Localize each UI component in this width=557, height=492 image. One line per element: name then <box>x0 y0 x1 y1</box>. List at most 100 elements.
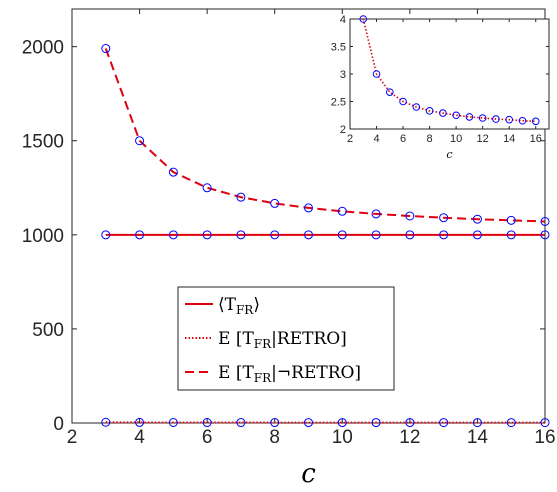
inset-data-point-marker <box>439 109 447 117</box>
inset-y-tick-label: 2 <box>340 124 346 136</box>
legend-entry-subscript: FR <box>254 371 272 385</box>
inset-data-point-marker <box>425 107 434 115</box>
x-tick-label: 16 <box>534 427 555 448</box>
data-point-marker <box>202 418 212 428</box>
y-tick-label: 2000 <box>22 38 64 59</box>
inset-data-point-marker <box>505 115 514 124</box>
inset-x-tick-label: 8 <box>427 133 433 145</box>
data-point-marker <box>506 215 516 225</box>
data-point-marker <box>168 167 178 177</box>
data-point-marker <box>439 230 449 240</box>
inset-x-tick-label: 2 <box>347 133 353 145</box>
x-tick-label: 8 <box>269 427 280 448</box>
inset-data-point-marker <box>518 116 527 125</box>
data-point-marker <box>540 418 550 428</box>
inset-y-tick-label: 3 <box>340 69 346 81</box>
data-point-marker <box>337 418 347 428</box>
data-point-marker <box>405 418 415 428</box>
data-point-marker <box>304 203 313 213</box>
data-point-marker <box>202 183 212 193</box>
x-tick-label: 10 <box>332 427 353 448</box>
data-point-marker <box>270 418 280 428</box>
data-point-marker <box>472 230 482 240</box>
data-point-marker <box>540 216 550 226</box>
data-point-marker <box>236 418 246 428</box>
data-point-marker <box>472 214 482 224</box>
legend-entry-main: E [T <box>218 363 254 383</box>
data-point-marker <box>202 230 212 240</box>
legend-entry-subscript: FR <box>254 337 272 351</box>
legend-entry-suffix: |¬RETRO] <box>271 363 361 383</box>
inset-x-tick-label: 4 <box>373 133 379 145</box>
data-point-marker <box>101 44 111 54</box>
inset-x-tick-label: 10 <box>450 133 462 145</box>
inset-data-point-marker <box>465 113 474 121</box>
y-tick-label: 0 <box>53 414 64 435</box>
data-point-marker <box>371 230 381 240</box>
inset-data-point-marker <box>372 70 381 78</box>
data-point-marker <box>168 417 178 427</box>
inset-series-line <box>362 18 536 123</box>
inset-data-point-marker <box>478 114 487 122</box>
inset-x-tick-label: 14 <box>503 133 515 145</box>
data-point-marker <box>304 230 313 240</box>
data-point-marker <box>337 230 347 240</box>
series-line <box>104 48 546 223</box>
data-point-marker <box>101 230 111 240</box>
data-point-marker <box>270 198 280 208</box>
data-point-marker <box>236 230 246 240</box>
y-tick-label: 500 <box>32 320 64 341</box>
inset-data-point-marker <box>412 103 421 111</box>
data-point-marker <box>236 192 246 202</box>
data-point-marker <box>135 230 145 240</box>
inset-data-point-marker <box>359 15 368 23</box>
data-point-marker <box>405 230 415 240</box>
data-point-marker <box>337 206 347 216</box>
data-point-marker <box>168 230 178 240</box>
data-point-marker <box>506 418 516 428</box>
y-tick-label: 1000 <box>22 226 64 247</box>
legend-entry-main: E [T <box>218 329 254 349</box>
inset-axes: 2 4 6 8 10 12 14 16 2 2.5 3 3.5 4 <box>331 14 550 145</box>
data-point-marker <box>371 209 381 219</box>
data-point-marker <box>405 211 415 221</box>
inset-y-tick-label: 2.5 <box>331 97 346 109</box>
x-tick-label: 6 <box>202 427 213 448</box>
inset-data-point-marker <box>492 115 500 123</box>
data-point-marker <box>101 417 111 427</box>
inset-x-axis-label: c <box>446 148 452 161</box>
legend: ⟨TFR⟩E [TFR|RETRO]E [TFR|¬RETRO] <box>177 286 395 391</box>
legend-entry-label: E [TFR|RETRO] <box>218 329 347 351</box>
inset-data-point-marker <box>531 117 540 126</box>
legend-entry-suffix: |RETRO] <box>271 329 347 349</box>
inset-data-point-marker <box>399 97 407 106</box>
data-point-marker <box>135 136 145 146</box>
inset-x-tick-label: 12 <box>477 133 489 145</box>
inset-y-tick-label: 3.5 <box>331 42 346 54</box>
legend-entry-main: ⟨T <box>218 295 237 315</box>
x-tick-label: 14 <box>467 427 489 448</box>
inset-data-point-marker <box>452 111 460 120</box>
inset-x-tick-label: 16 <box>530 133 542 145</box>
inset-y-tick-label: 4 <box>340 14 346 26</box>
data-point-marker <box>135 417 145 427</box>
legend-entry-label: E [TFR|¬RETRO] <box>218 363 361 385</box>
data-point-marker <box>439 213 449 223</box>
inset-data-point-marker <box>386 88 394 96</box>
x-tick-label: 4 <box>134 427 145 448</box>
data-point-marker <box>304 418 313 428</box>
data-point-marker <box>540 230 550 240</box>
legend-entry-label: ⟨TFR⟩ <box>218 295 260 317</box>
data-point-marker <box>472 418 482 428</box>
x-tick-label: 2 <box>67 427 78 448</box>
data-point-marker <box>371 418 381 428</box>
x-tick-label: 12 <box>399 427 420 448</box>
legend-entry-subscript: FR <box>236 303 254 317</box>
data-point-marker <box>270 230 280 240</box>
y-tick-label: 1500 <box>22 132 64 153</box>
x-axis-label: c <box>301 459 316 489</box>
inset-plot-area <box>349 18 550 130</box>
legend-entry-suffix: ⟩ <box>253 295 260 315</box>
data-point-marker <box>439 418 449 428</box>
